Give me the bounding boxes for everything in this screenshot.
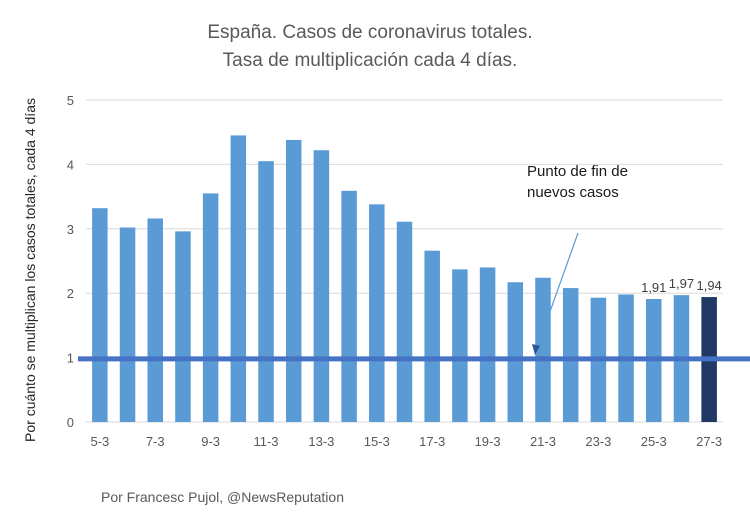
y-tick-label: 2 [67, 286, 74, 301]
x-tick-label: 5-3 [90, 434, 109, 449]
x-tick-label: 9-3 [201, 434, 220, 449]
x-tick-label: 19-3 [475, 434, 501, 449]
x-tick-label: 15-3 [364, 434, 390, 449]
bar [147, 218, 163, 422]
bar [507, 282, 524, 422]
bar [119, 227, 136, 422]
x-tick-label: 21-3 [530, 434, 556, 449]
annotation-arrow [536, 232, 579, 349]
chart-title-line-2: Tasa de multiplicación cada 4 días. [223, 50, 518, 71]
chart-title-line-1: España. Casos de coronavirus totales. [207, 22, 532, 43]
x-tick-labels: 5-3 7-3 9-3 11-3 13-3 15-3 17-3 19-3 21-3 23-3 25-… [90, 434, 722, 449]
y-axis-label: Por cuánto se multiplican los casos tota… [22, 98, 38, 442]
y-tick-label: 3 [67, 222, 74, 237]
annotation-line-2: nuevos casos [527, 184, 619, 201]
data-label: 1,94 [696, 278, 721, 293]
credit-text: Por Francesc Pujol, @NewsReputation [101, 489, 344, 505]
bar [230, 135, 247, 423]
bar [562, 288, 579, 422]
data-labels: 1,91 1,97 1,94 [641, 276, 722, 295]
annotation-line-1: Punto de fin de [527, 163, 628, 180]
x-tick-label: 11-3 [253, 434, 278, 449]
bar [341, 190, 357, 422]
x-tick-label: 7-3 [146, 434, 165, 449]
bar [258, 161, 274, 422]
bar [452, 269, 468, 422]
x-tick-label: 13-3 [308, 434, 334, 449]
x-tick-label: 23-3 [585, 434, 611, 449]
annotation: Punto de fin de nuevos casos [527, 163, 628, 355]
bar [479, 267, 496, 422]
annotation-arrowhead [532, 344, 540, 355]
y-tick-label: 0 [67, 415, 74, 430]
bar [396, 221, 413, 422]
bar [369, 204, 385, 422]
bar [202, 193, 219, 422]
x-tick-label: 17-3 [419, 434, 445, 449]
chart-title: España. Casos de coronavirus totales. Ta… [207, 22, 532, 71]
bar [313, 150, 330, 422]
bar [424, 250, 440, 422]
y-tick-label: 5 [67, 93, 74, 108]
x-tick-label: 25-3 [641, 434, 667, 449]
x-tick-label: 27-3 [696, 434, 722, 449]
y-tick-label: 1 [67, 351, 74, 366]
data-label: 1,91 [641, 280, 666, 295]
bar [535, 277, 551, 422]
bar [285, 139, 302, 423]
data-label: 1,97 [669, 276, 694, 291]
bar [92, 208, 108, 422]
bar [175, 231, 191, 422]
y-tick-label: 4 [67, 157, 74, 172]
y-tick-labels: 0 1 2 3 4 5 [67, 93, 74, 430]
